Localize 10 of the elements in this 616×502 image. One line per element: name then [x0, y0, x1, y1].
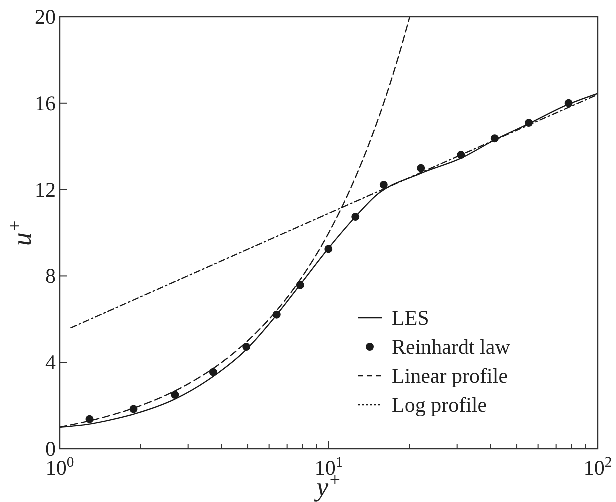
y-tick-label: 16 — [35, 91, 56, 116]
legend-label: LES — [392, 306, 430, 330]
legend-label: Reinhardt law — [392, 335, 512, 359]
y-tick-label: 4 — [46, 350, 56, 375]
legend-label: Linear profile — [392, 364, 508, 388]
legend-label: Log profile — [392, 393, 488, 417]
x-tick-label: 10$^{2}$ — [584, 455, 612, 480]
y-tick-label: 12 — [35, 178, 56, 202]
y-tick-label: 8 — [46, 264, 56, 288]
y-tick-label: 20 — [35, 5, 56, 29]
